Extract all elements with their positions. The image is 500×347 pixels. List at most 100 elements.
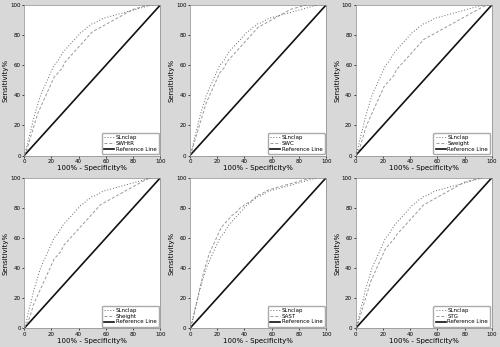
SLnclap bbox=[481, 3, 487, 7]
Sheight bbox=[158, 176, 164, 180]
SAST bbox=[196, 289, 202, 293]
SLnclap bbox=[252, 24, 258, 28]
Line: SLnclap: SLnclap bbox=[190, 5, 326, 155]
SLnclap bbox=[158, 3, 164, 7]
Sheight bbox=[116, 192, 122, 196]
SLnclap bbox=[90, 22, 96, 26]
Sheight bbox=[21, 326, 27, 330]
SLnclap bbox=[150, 176, 156, 180]
Legend: SLnclap, STG, Reference Line: SLnclap, STG, Reference Line bbox=[434, 306, 490, 327]
SWHtR bbox=[90, 30, 96, 34]
STG bbox=[448, 188, 454, 192]
Sheight bbox=[30, 302, 36, 306]
STG bbox=[406, 219, 412, 223]
Sweight bbox=[406, 54, 412, 58]
SWC bbox=[222, 63, 228, 67]
SLnclap bbox=[74, 34, 80, 39]
Y-axis label: Sensitivity%: Sensitivity% bbox=[3, 59, 9, 102]
X-axis label: 100% - Specificity%: 100% - Specificity% bbox=[223, 166, 293, 171]
SWC bbox=[240, 42, 246, 46]
Legend: SLnclap, Sheight, Reference Line: SLnclap, Sheight, Reference Line bbox=[102, 306, 159, 327]
STG bbox=[352, 326, 358, 330]
SLnclap bbox=[116, 185, 122, 189]
SWC bbox=[323, 3, 329, 7]
SWHtR bbox=[21, 153, 27, 158]
SLnclap bbox=[421, 22, 427, 26]
SWHtR bbox=[56, 69, 62, 73]
SLnclap bbox=[116, 12, 122, 16]
SLnclap bbox=[388, 228, 394, 232]
SLnclap bbox=[21, 326, 27, 330]
SLnclap bbox=[448, 185, 454, 189]
SLnclap bbox=[489, 3, 495, 7]
Legend: SLnclap, SWC, Reference Line: SLnclap, SWC, Reference Line bbox=[268, 133, 324, 154]
STG bbox=[478, 176, 484, 180]
Sheight bbox=[56, 251, 62, 255]
SAST bbox=[323, 176, 329, 180]
SLnclap bbox=[240, 34, 246, 39]
SWC bbox=[196, 123, 202, 127]
SLnclap bbox=[406, 34, 412, 39]
Sweight bbox=[421, 37, 427, 42]
SLnclap bbox=[255, 194, 261, 198]
Y-axis label: Sensitivity%: Sensitivity% bbox=[168, 59, 174, 102]
Sweight bbox=[352, 153, 358, 158]
SLnclap bbox=[323, 3, 329, 7]
SLnclap bbox=[315, 176, 321, 180]
SWC bbox=[252, 28, 258, 33]
SWHtR bbox=[30, 125, 36, 129]
SLnclap bbox=[86, 197, 92, 201]
X-axis label: 100% - Specificity%: 100% - Specificity% bbox=[223, 338, 293, 344]
SAST bbox=[282, 183, 288, 187]
SLnclap bbox=[352, 326, 358, 330]
Sweight bbox=[448, 22, 454, 26]
Sheight bbox=[74, 228, 80, 232]
Y-axis label: Sensitivity%: Sensitivity% bbox=[334, 59, 340, 102]
SLnclap bbox=[282, 185, 288, 189]
SLnclap bbox=[362, 289, 368, 293]
SAST bbox=[252, 195, 258, 199]
SLnclap bbox=[323, 176, 329, 180]
SLnclap bbox=[158, 176, 164, 180]
Sweight bbox=[388, 77, 394, 81]
Legend: SLnclap, SWHtR, Reference Line: SLnclap, SWHtR, Reference Line bbox=[102, 133, 159, 154]
SLnclap bbox=[282, 12, 288, 16]
SWC bbox=[255, 25, 261, 29]
Line: SLnclap: SLnclap bbox=[190, 178, 326, 328]
STG bbox=[418, 206, 424, 210]
Sweight bbox=[489, 3, 495, 7]
SLnclap bbox=[448, 12, 454, 16]
SLnclap bbox=[150, 3, 156, 7]
SLnclap bbox=[418, 24, 424, 28]
SLnclap bbox=[21, 153, 27, 158]
SAST bbox=[187, 326, 193, 330]
SLnclap bbox=[481, 176, 487, 180]
Line: STG: STG bbox=[356, 178, 492, 328]
X-axis label: 100% - Specificity%: 100% - Specificity% bbox=[389, 166, 458, 171]
Line: SLnclap: SLnclap bbox=[356, 5, 492, 155]
Sweight bbox=[418, 40, 424, 44]
SLnclap bbox=[388, 56, 394, 60]
SLnclap bbox=[196, 289, 202, 293]
SWHtR bbox=[146, 3, 152, 7]
Legend: SLnclap, SAST, Reference Line: SLnclap, SAST, Reference Line bbox=[268, 306, 324, 327]
SLnclap bbox=[86, 24, 92, 28]
SLnclap bbox=[252, 197, 258, 201]
Sheight bbox=[90, 212, 96, 216]
Line: SWC: SWC bbox=[190, 5, 326, 155]
Line: SWHtR: SWHtR bbox=[24, 5, 160, 155]
SLnclap bbox=[56, 228, 62, 232]
SLnclap bbox=[74, 207, 80, 211]
STG bbox=[362, 298, 368, 302]
STG bbox=[388, 240, 394, 245]
X-axis label: 100% - Specificity%: 100% - Specificity% bbox=[58, 166, 128, 171]
SAST bbox=[240, 204, 246, 208]
SLnclap bbox=[406, 207, 412, 211]
Line: SAST: SAST bbox=[190, 178, 326, 328]
STG bbox=[489, 176, 495, 180]
SWHtR bbox=[74, 46, 80, 51]
Sweight bbox=[362, 128, 368, 132]
Line: SLnclap: SLnclap bbox=[24, 178, 160, 328]
SLnclap bbox=[362, 116, 368, 120]
SLnclap bbox=[187, 326, 193, 330]
